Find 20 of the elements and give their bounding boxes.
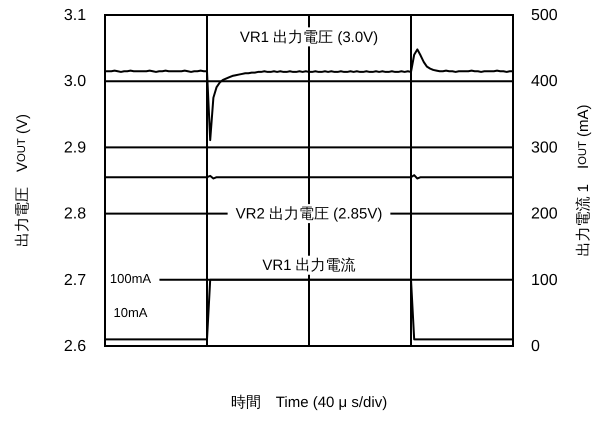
y-tick-label: 2.9 <box>64 138 86 156</box>
y-axis-title: 出力電圧 VOUT (V) <box>14 114 30 247</box>
y-tick-label: 2.6 <box>64 338 86 354</box>
y2-tick-label: 500 <box>531 6 558 24</box>
y-tick-label: 3.0 <box>64 72 86 90</box>
annotation: VR1 出力電圧 (3.0V) <box>240 28 378 46</box>
y2-tick-label: 300 <box>531 138 558 156</box>
y-tick-label: 2.7 <box>64 271 86 288</box>
annotation: 10mA <box>114 304 148 320</box>
annotation: VR2 出力電圧 (2.85V) <box>236 205 382 222</box>
y2-tick-label: 400 <box>531 72 558 90</box>
y2-tick-label: 100 <box>531 271 558 288</box>
y2-tick-label: 200 <box>531 205 558 222</box>
annotation: VR1 出力電流 <box>262 256 356 274</box>
y-tick-label: 2.8 <box>64 205 86 222</box>
annotation: 100mA <box>110 270 152 286</box>
x-axis-title: 時間 Time (40 μ s/div) <box>230 394 388 410</box>
y2-axis-title: 出力電流 1 IOUT (mA) <box>574 104 592 257</box>
y2-tick-label: 0 <box>531 338 540 354</box>
y-tick-label: 3.1 <box>64 6 86 24</box>
